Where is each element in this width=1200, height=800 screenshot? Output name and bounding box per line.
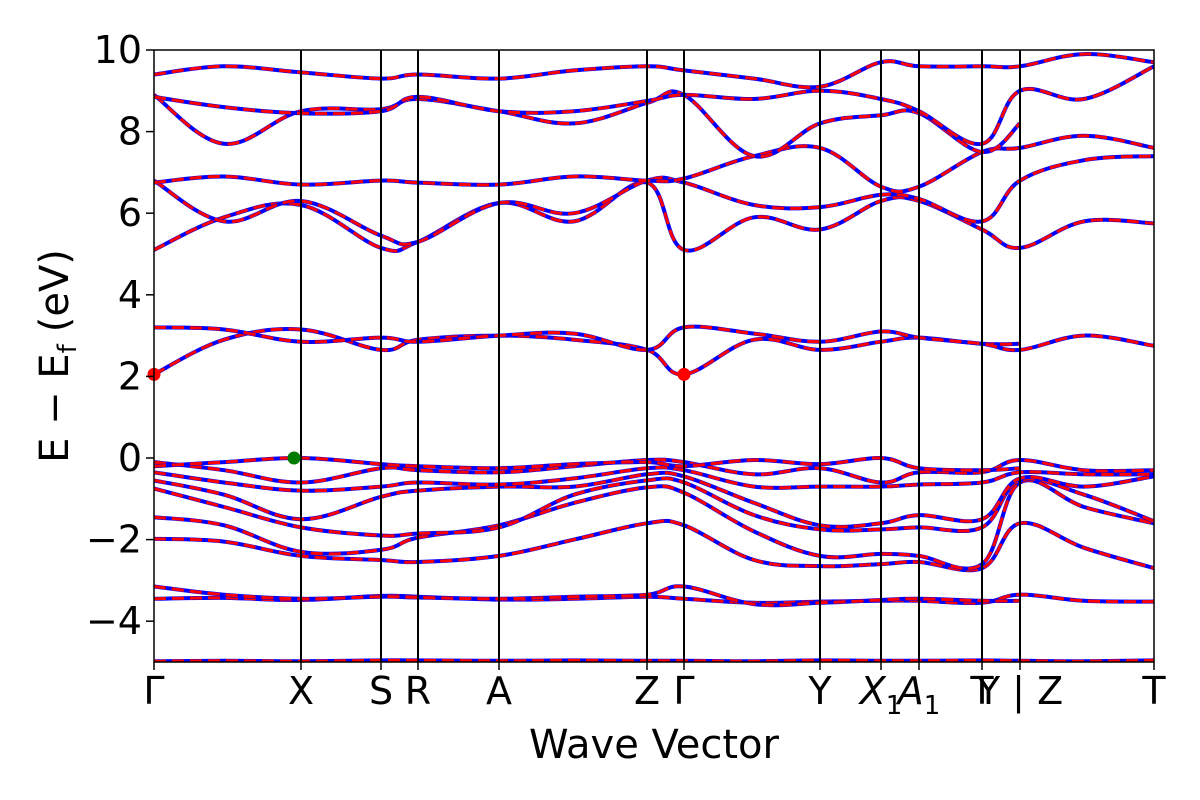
band-12-spin-up (154, 180, 1154, 253)
y-tick-label: −4 (86, 599, 142, 643)
x-tick-label-3: R (405, 669, 431, 713)
x-tick-label-2: S (369, 669, 393, 713)
marker-cbm-1 (677, 367, 691, 381)
y-tick-label: 10 (94, 28, 142, 72)
y-tick-label: 0 (118, 436, 142, 480)
x-tick-label-10: T (969, 669, 994, 713)
band-16-spin-up (154, 64, 1154, 146)
x-tick-label-7: Y (807, 669, 832, 713)
y-tick-label: −2 (86, 518, 142, 562)
x-tick-label-11: Y | Z (976, 669, 1063, 714)
band-16-spin-down (154, 64, 1154, 146)
band-2-spin-down (154, 584, 1021, 607)
y-axis-title: E − Ef (eV) (32, 249, 83, 463)
band-15-spin-down (154, 89, 1022, 159)
x-tick-label-12: T (1141, 669, 1166, 713)
x-tick-label-1: X (288, 669, 314, 713)
x-tick-label-5: Z (634, 669, 660, 713)
marker-vbm-2 (287, 451, 301, 465)
band-11-spin-down (154, 325, 1154, 352)
band-12-spin-down (154, 180, 1154, 253)
x-tick-label-4: A (486, 669, 512, 713)
y-axis-title-unit: (eV) (32, 249, 78, 332)
x-tick-label-6: Γ (673, 669, 694, 713)
kpoint-lines (300, 50, 1021, 662)
band-6-spin-down (154, 471, 1154, 529)
x-tick-label-9: A1 (895, 669, 941, 721)
x-tick-label-0: Γ (143, 669, 164, 713)
band-7-spin-down (154, 465, 1154, 493)
band-3-spin-down (154, 519, 1154, 572)
bands-layer (154, 52, 1154, 662)
x-tick-label-8: X1 (858, 669, 903, 721)
y-tick-label: 2 (118, 354, 142, 398)
plot-frame (153, 49, 1155, 663)
y-tick-label: 6 (118, 191, 142, 235)
y-tick-label: 8 (118, 110, 142, 154)
y-axis: −4 −2 0 2 4 6 8 10 (86, 28, 154, 643)
y-axis-title-main: E − E (32, 353, 78, 463)
y-tick-label: 4 (118, 273, 142, 317)
band-9-spin-down (154, 456, 1021, 472)
x-axis-title: Wave Vector (529, 722, 780, 768)
band-0-spin-down (154, 658, 1154, 662)
y-axis-title-subscript: f (53, 343, 83, 353)
band-17-spin-up (154, 52, 1154, 90)
